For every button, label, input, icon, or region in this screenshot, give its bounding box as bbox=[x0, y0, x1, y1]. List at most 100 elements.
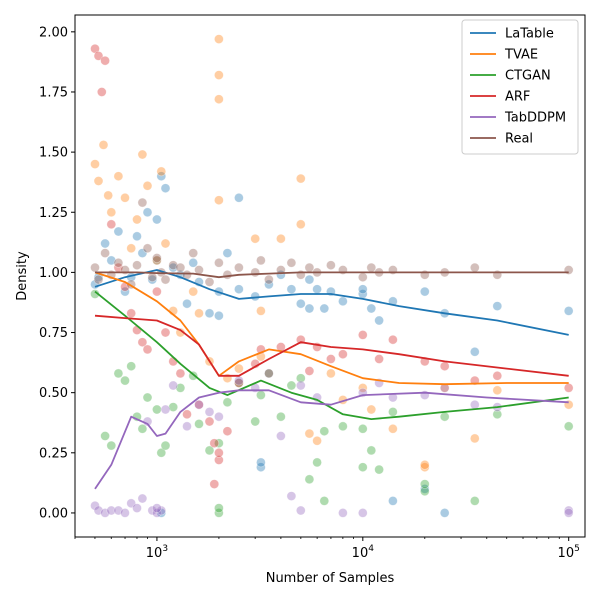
arf-point bbox=[106, 219, 117, 230]
arf-point bbox=[222, 426, 233, 437]
arf-point bbox=[160, 327, 171, 338]
real-point bbox=[234, 262, 244, 273]
tvae-point bbox=[93, 176, 104, 186]
arf-point bbox=[93, 51, 104, 61]
tvae-point bbox=[312, 435, 322, 446]
ctgan-point bbox=[469, 496, 480, 506]
latable-point bbox=[286, 284, 297, 295]
latable-point bbox=[234, 193, 244, 203]
ctgan-point bbox=[419, 486, 430, 497]
real-point bbox=[326, 260, 336, 271]
real-point bbox=[286, 257, 297, 268]
tabddpm-point bbox=[357, 508, 368, 518]
tabddpm-point bbox=[295, 380, 306, 391]
tvae-point bbox=[419, 462, 430, 473]
legend-label-tvae: TVAE bbox=[504, 48, 538, 63]
ctgan-point bbox=[175, 383, 186, 393]
real-point bbox=[250, 267, 260, 278]
ctgan-point bbox=[214, 503, 224, 513]
ctgan-point bbox=[120, 375, 130, 386]
tabddpm-point bbox=[182, 421, 192, 432]
real-point bbox=[264, 274, 274, 285]
tabddpm-point bbox=[214, 411, 224, 422]
legend-label-arf: ARF bbox=[505, 90, 530, 105]
ctgan-point bbox=[319, 426, 330, 437]
legend: LaTable TVAE CTGAN ARF TabDDPM Real bbox=[461, 19, 579, 155]
y-tick-label: 1.50 bbox=[39, 146, 68, 161]
tvae-point bbox=[214, 70, 224, 80]
ctgan-point bbox=[319, 496, 330, 506]
tvae-point bbox=[295, 219, 306, 230]
real-point bbox=[93, 274, 104, 285]
latable-point bbox=[168, 262, 178, 273]
ctgan-point bbox=[250, 416, 260, 427]
tvae-point bbox=[214, 34, 224, 44]
tvae-point bbox=[188, 286, 198, 297]
ctgan-point bbox=[374, 464, 384, 475]
latable-point bbox=[137, 248, 148, 258]
tabddpm-point bbox=[264, 368, 274, 379]
latable-point bbox=[469, 346, 480, 357]
y-tick-label: 0.25 bbox=[39, 446, 68, 461]
tvae-point bbox=[276, 233, 286, 244]
ctgan-point bbox=[286, 380, 297, 391]
ctgan-point bbox=[90, 289, 100, 299]
arf-point bbox=[439, 361, 450, 372]
ctgan-point bbox=[388, 407, 398, 417]
arf-point bbox=[152, 286, 162, 297]
axes-layer: 0.00 0.25 0.50 0.75 1.00 1.25 1.50 1.75 2.00 103 1… bbox=[39, 25, 580, 561]
ctgan-point bbox=[492, 409, 503, 420]
tabddpm-point bbox=[563, 505, 574, 516]
trend-lines-layer bbox=[94, 269, 569, 490]
arf-point bbox=[374, 354, 384, 364]
ctgan-point bbox=[194, 419, 204, 429]
tvae-point bbox=[142, 181, 153, 191]
ctgan-point bbox=[214, 508, 224, 518]
legend-label-ctgan: CTGAN bbox=[505, 69, 551, 84]
arf-point bbox=[492, 370, 503, 381]
tvae-point bbox=[160, 238, 171, 249]
arf-point bbox=[326, 354, 336, 364]
real-point bbox=[188, 248, 198, 258]
real-point bbox=[357, 272, 368, 283]
tvae-point bbox=[214, 195, 224, 205]
latable-point bbox=[256, 457, 266, 468]
latable-point bbox=[160, 183, 171, 193]
ctgan-point bbox=[222, 397, 233, 408]
tabddpm-point bbox=[90, 500, 100, 511]
tabddpm-point bbox=[204, 407, 215, 417]
real-point bbox=[160, 274, 171, 285]
tvae-point bbox=[469, 433, 480, 444]
real-point bbox=[469, 262, 480, 273]
latable-point bbox=[234, 284, 244, 295]
latable-point bbox=[366, 303, 377, 314]
tabddpm-point bbox=[388, 392, 398, 403]
latable-point bbox=[312, 284, 322, 295]
ctgan-point bbox=[338, 421, 348, 432]
latable-point bbox=[100, 238, 110, 249]
arf-point bbox=[137, 337, 148, 348]
arf-point bbox=[97, 87, 107, 97]
tabddpm-point bbox=[156, 505, 167, 516]
latable-point bbox=[142, 207, 153, 218]
tvae-point bbox=[156, 166, 167, 177]
tvae-point bbox=[326, 368, 336, 379]
latable-point bbox=[147, 274, 158, 285]
latable-point bbox=[156, 171, 167, 181]
tabddpm-trend-line bbox=[94, 389, 569, 490]
real-point bbox=[100, 248, 110, 258]
tvae-point bbox=[295, 173, 306, 184]
tabddpm-point bbox=[100, 508, 110, 518]
tvae-point bbox=[126, 243, 136, 254]
ctgan-point bbox=[204, 445, 215, 456]
real-trend-line bbox=[95, 271, 569, 279]
latable-point bbox=[563, 306, 574, 316]
ctgan-point bbox=[126, 361, 136, 372]
latable-point bbox=[388, 496, 398, 506]
arf-point bbox=[357, 330, 368, 340]
ctgan-point bbox=[563, 421, 574, 432]
y-tick-label: 1.25 bbox=[39, 206, 68, 221]
latable-trend-line bbox=[94, 269, 569, 336]
x-tick-label: 104 bbox=[352, 544, 375, 561]
ctgan-point bbox=[304, 474, 315, 485]
